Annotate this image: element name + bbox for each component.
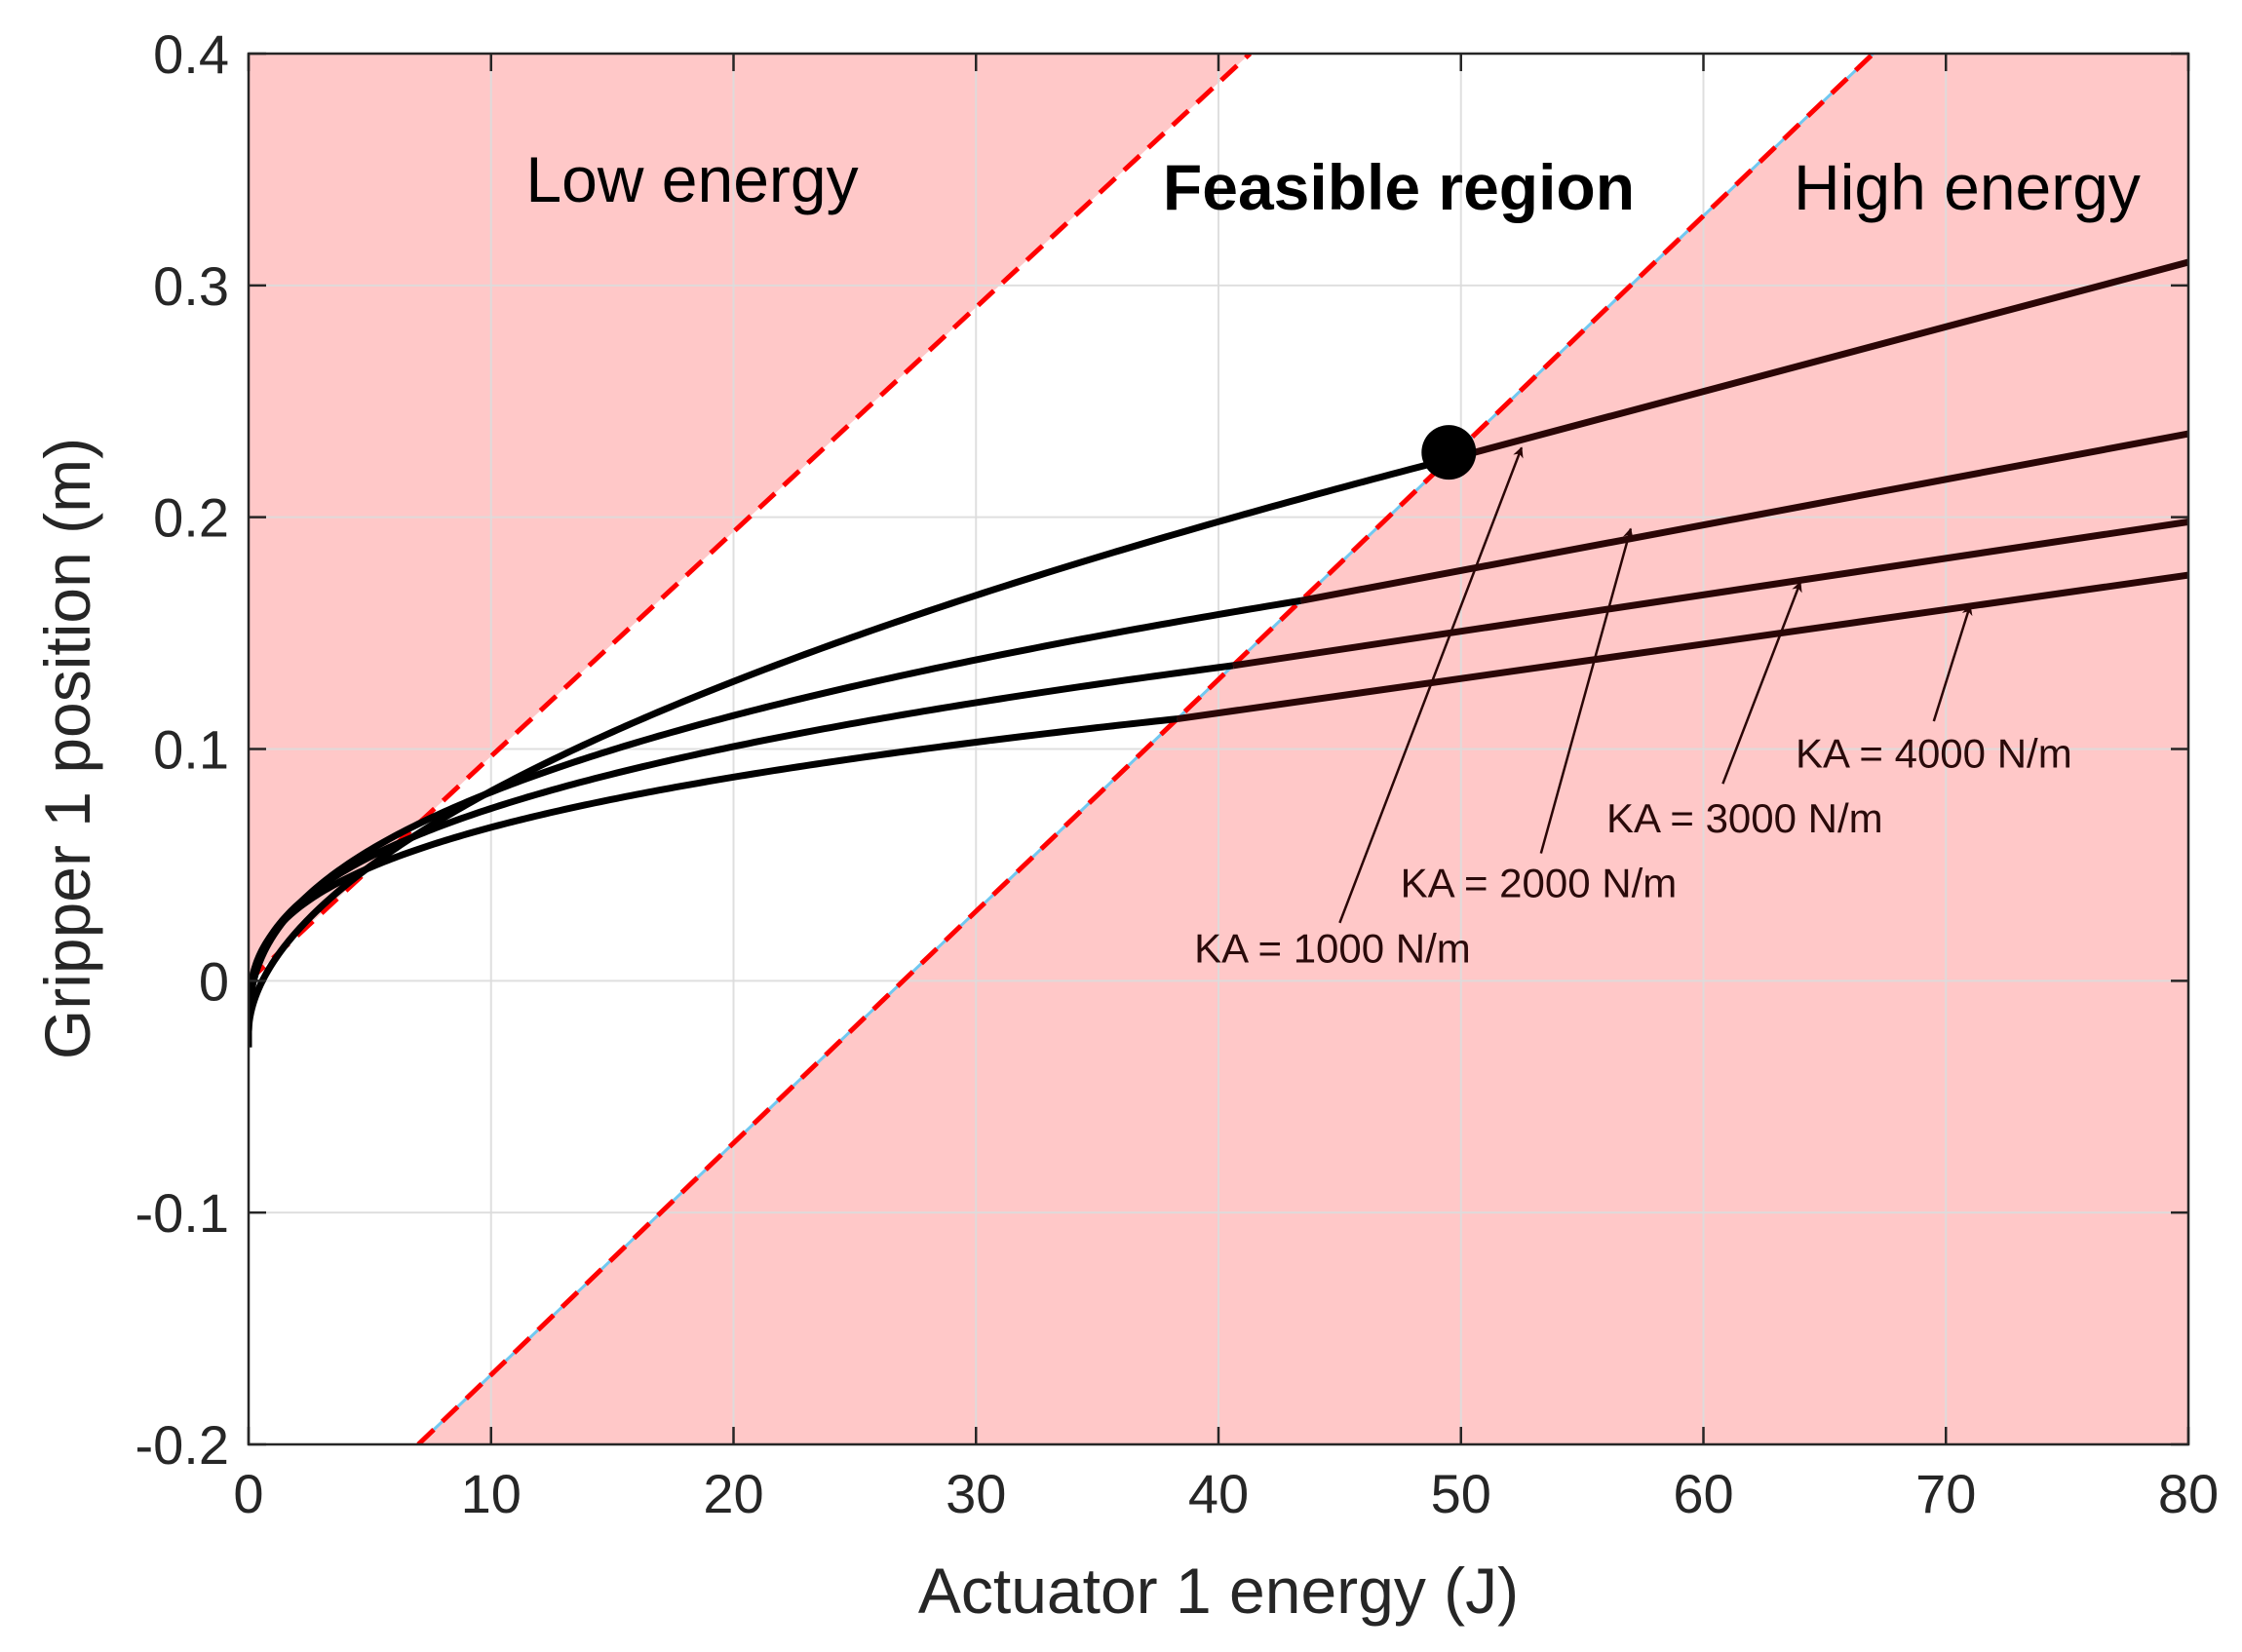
- low-energy-boundary-line: [249, 54, 1253, 983]
- ka-3000-arrow: [1721, 581, 1802, 785]
- y-tick-label: 0: [199, 950, 229, 1012]
- x-tick-label: 70: [1915, 1463, 1976, 1524]
- y-axis: -0.2 -0.1 0 0.1 0.2 0.3 0.4: [135, 23, 2188, 1476]
- high-energy-label: High energy: [1794, 151, 2141, 223]
- feasible-region-label: Feasible region: [1163, 151, 1635, 223]
- high-energy-boundary-line: [416, 54, 1875, 1444]
- y-tick-label: 0.1: [153, 719, 229, 781]
- y-tick-label: -0.2: [135, 1414, 230, 1476]
- y-tick-label: -0.1: [135, 1182, 230, 1244]
- x-tick-label: 30: [946, 1463, 1006, 1524]
- y-tick-label: 0.2: [153, 487, 229, 549]
- x-tick-label: 10: [461, 1463, 522, 1524]
- ka-3000-high-energy-segment: [1232, 518, 2188, 670]
- x-tick-label: 80: [2158, 1463, 2219, 1524]
- x-tick-label: 40: [1188, 1463, 1249, 1524]
- ka-1000-arrow: [1338, 446, 1524, 924]
- series-curves: [249, 258, 2188, 1048]
- ka-3000-curve: [249, 662, 1234, 1032]
- ka-3000-label: KA = 3000 N/m: [1606, 795, 1883, 841]
- ka-1000-curve: [249, 455, 1450, 1032]
- ka-4000-high-energy-segment: [1177, 571, 2188, 723]
- ka-1000-marker-point: [1421, 425, 1477, 480]
- ka-1000-label: KA = 1000 N/m: [1194, 925, 1471, 971]
- x-tick-label: 0: [233, 1463, 263, 1524]
- annotation-arrows: [1338, 446, 1973, 924]
- low-energy-label: Low energy: [525, 143, 858, 215]
- x-tick-label: 50: [1431, 1463, 1491, 1524]
- plot-area: [249, 54, 2188, 1444]
- x-tick-label: 20: [703, 1463, 763, 1524]
- ka-2000-high-energy-segment: [1299, 430, 2188, 604]
- ka-2000-label: KA = 2000 N/m: [1401, 861, 1678, 906]
- ka-1000-high-energy-segment: [1448, 258, 2188, 463]
- x-tick-label: 60: [1673, 1463, 1733, 1524]
- y-tick-label: 0.3: [153, 255, 229, 317]
- y-axis-title: Gripper 1 position (m): [31, 438, 103, 1059]
- boundary-lines: [249, 54, 1875, 1444]
- y-tick-label: 0.4: [153, 23, 229, 85]
- ka-4000-arrow: [1932, 603, 1973, 722]
- gridlines: [249, 54, 2188, 1444]
- x-axis-title: Actuator 1 energy (J): [918, 1555, 1519, 1627]
- x-axis: 0 10 20 30 40 50 60 70 80: [233, 54, 2219, 1524]
- ka-4000-curve: [249, 715, 1179, 1032]
- annotation-labels: KA = 1000 N/m KA = 2000 N/m KA = 3000 N/m K…: [1194, 731, 2072, 972]
- ka-2000-arrow: [1539, 527, 1634, 854]
- ka-4000-label: KA = 4000 N/m: [1796, 731, 2072, 777]
